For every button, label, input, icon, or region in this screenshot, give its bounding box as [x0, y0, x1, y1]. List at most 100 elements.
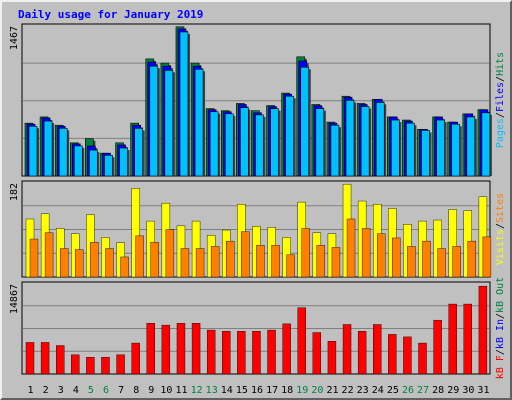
bar-pages [255, 114, 264, 177]
bar-pages [421, 130, 430, 177]
x-tick-label: 20 [311, 385, 323, 396]
legend-entry: kB Out [495, 277, 506, 313]
legend-entry: Visits [495, 229, 506, 265]
bar-pages [315, 108, 325, 177]
bar-sites [59, 248, 69, 278]
bar-kb-f [237, 331, 246, 375]
y-max-label: 14867 [9, 284, 20, 314]
x-tick-label: 2 [43, 385, 49, 396]
x-tick-label: 25 [387, 385, 399, 396]
bar-pages [360, 106, 370, 177]
bar-pages [285, 95, 294, 177]
bar-sites [392, 237, 401, 278]
bar-sites [271, 245, 280, 278]
legend-separator: / [495, 112, 506, 118]
bar-pages [89, 149, 98, 177]
y-max-label: 1467 [9, 26, 20, 50]
bar-sites [165, 229, 175, 278]
bar-sites [437, 248, 446, 278]
bar-sites [316, 245, 326, 278]
bar-sites [180, 248, 190, 278]
x-tick-label: 27 [417, 385, 429, 396]
bar-pages [164, 70, 174, 177]
x-tick-label: 31 [477, 385, 489, 396]
bar-kb-f [433, 319, 442, 375]
x-tick-label: 24 [372, 385, 384, 396]
bar-kb-f [448, 303, 457, 375]
bar-sites [44, 232, 54, 278]
bar-sites [29, 238, 39, 278]
x-tick-label: 22 [342, 385, 354, 396]
bar-sites [422, 240, 431, 278]
x-tick-label: 11 [175, 385, 187, 396]
bar-sites [467, 240, 477, 278]
legend-separator: / [495, 223, 506, 229]
bar-sites [301, 228, 310, 278]
bar-pages [149, 65, 159, 177]
bar-pages [270, 108, 279, 177]
bar-kb-f [101, 357, 110, 375]
x-tick-label: 1 [28, 385, 34, 396]
bar-kb-f [222, 331, 231, 375]
x-tick-label: 6 [103, 385, 109, 396]
chart-title: Daily usage for January 2019 [18, 8, 204, 21]
bar-kb-f [86, 357, 95, 375]
bar-kb-f [403, 336, 412, 375]
x-tick-label: 26 [402, 385, 414, 396]
bar-sites [120, 256, 129, 278]
bar-kb-f [71, 354, 80, 375]
bar-sites [135, 235, 144, 278]
bar-kb-f [327, 341, 337, 375]
bar-kb-f [161, 324, 171, 375]
bar-kb-f [388, 334, 397, 375]
bar-pages [406, 122, 415, 177]
bar-pages [119, 147, 128, 177]
bar-sites [482, 236, 492, 278]
bar-sites [90, 241, 99, 278]
bar-sites [286, 254, 295, 278]
legend-separator: / [495, 349, 506, 355]
bar-sites [331, 247, 341, 278]
bar-kb-f [418, 342, 427, 375]
bar-sites [377, 233, 386, 278]
bar-pages [375, 102, 385, 177]
bar-kb-f [342, 324, 352, 375]
bar-pages [194, 68, 204, 177]
x-tick-label: 16 [251, 385, 263, 396]
bar-kb-f [252, 331, 261, 375]
bar-sites [150, 241, 159, 278]
x-tick-label: 23 [357, 385, 369, 396]
x-tick-label: 28 [432, 385, 444, 396]
bar-sites [195, 248, 205, 278]
x-tick-label: 10 [160, 385, 172, 396]
x-tick-label: 29 [447, 385, 459, 396]
bar-pages [209, 111, 219, 177]
x-tick-label: 13 [206, 385, 218, 396]
bar-pages [179, 31, 189, 177]
legend-entry: Sites [495, 193, 506, 223]
bar-pages [240, 107, 249, 177]
bar-kb-f [176, 323, 186, 375]
bar-kb-f [131, 342, 140, 375]
bar-kb-f [478, 285, 488, 375]
bar-pages [73, 145, 83, 177]
bar-pages [43, 120, 53, 177]
bar-kb-f [40, 342, 50, 375]
legend-entry: kB In [495, 319, 506, 349]
bar-pages [391, 119, 400, 177]
bar-pages [436, 119, 445, 177]
bar-kb-f [373, 324, 382, 375]
x-tick-label: 12 [191, 385, 203, 396]
bar-pages [104, 154, 113, 177]
x-tick-label: 19 [296, 385, 308, 396]
legend-entry: Pages [495, 118, 506, 148]
x-tick-label: 7 [118, 385, 124, 396]
bar-sites [407, 246, 416, 278]
bar-kb-f [267, 329, 276, 375]
bar-pages [466, 116, 476, 177]
bar-sites [75, 249, 84, 278]
legend-separator: / [495, 313, 506, 319]
x-tick-label: 3 [58, 385, 64, 396]
legend-entry: Hits [495, 52, 506, 76]
x-tick-label: 30 [462, 385, 474, 396]
